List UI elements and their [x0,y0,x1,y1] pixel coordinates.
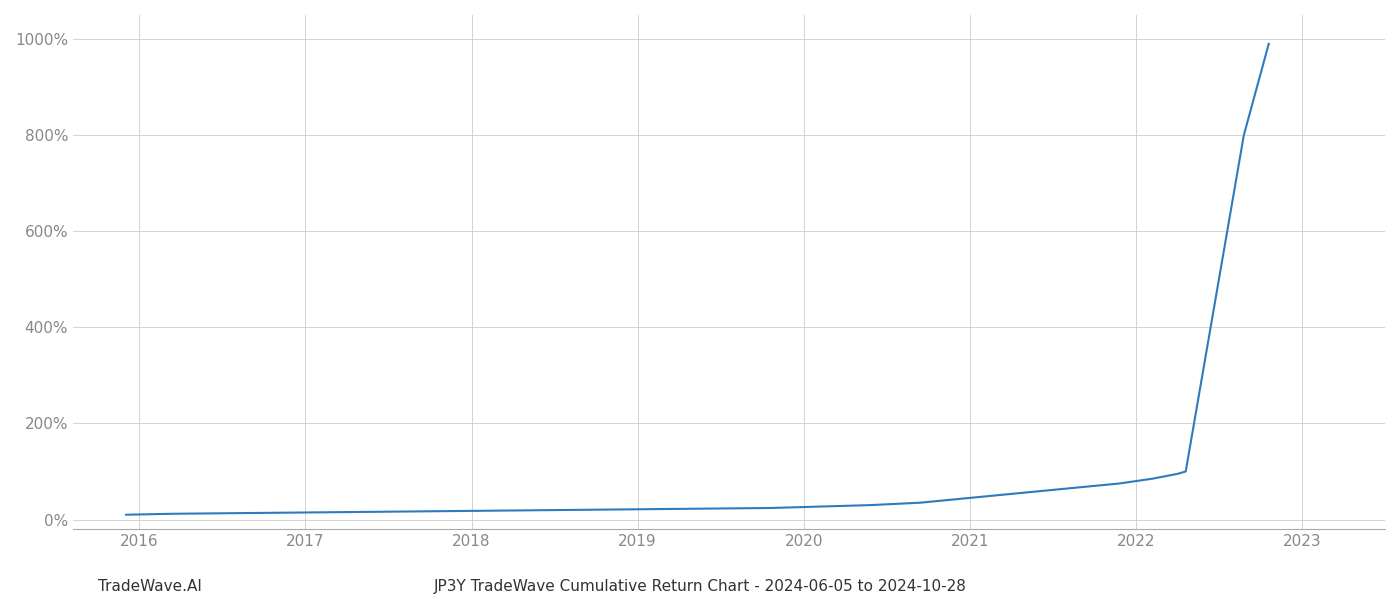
Text: TradeWave.AI: TradeWave.AI [98,579,202,594]
Text: JP3Y TradeWave Cumulative Return Chart - 2024-06-05 to 2024-10-28: JP3Y TradeWave Cumulative Return Chart -… [434,579,966,594]
